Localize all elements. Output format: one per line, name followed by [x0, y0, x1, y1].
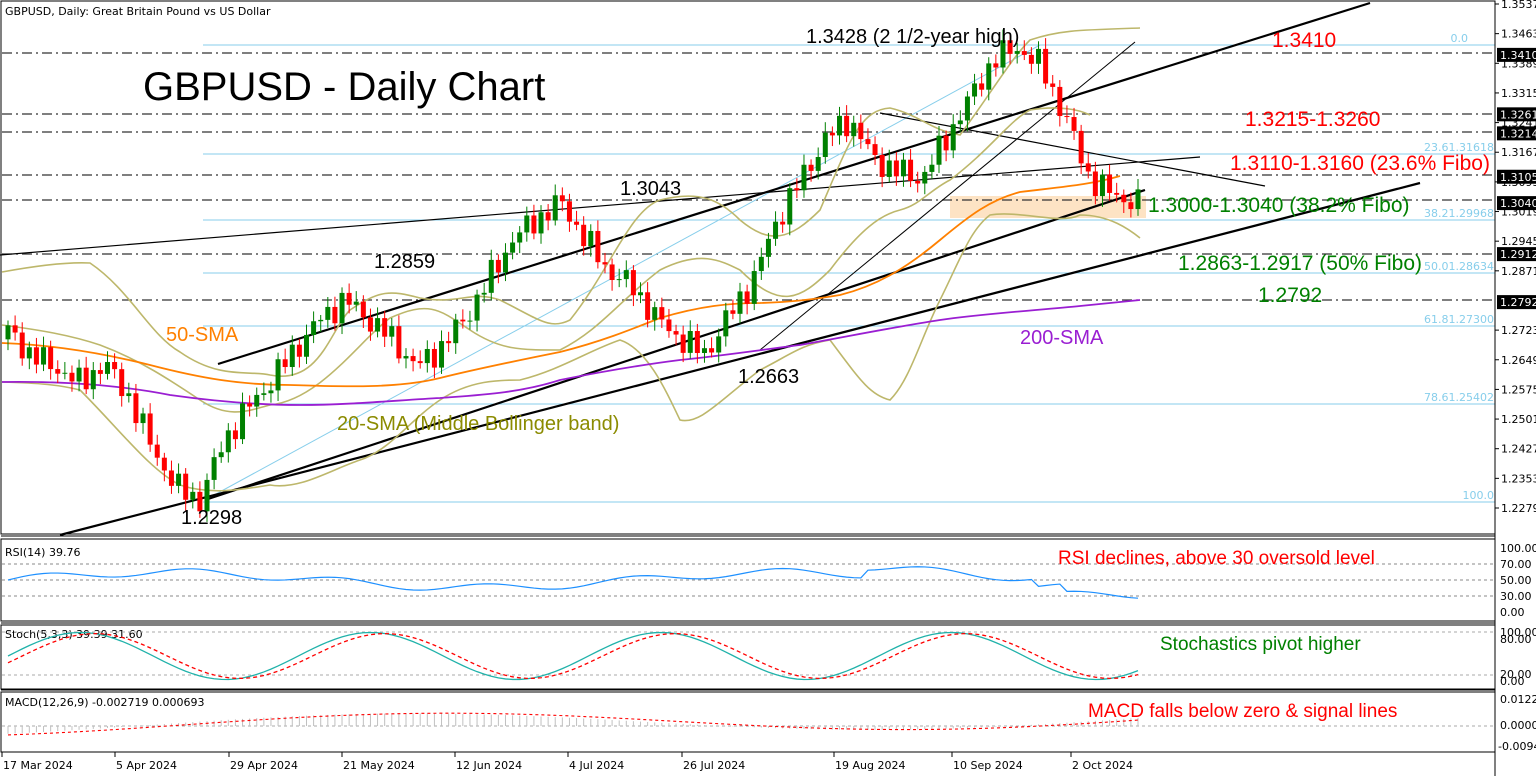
stoch-main-line — [7, 631, 1139, 681]
price-tick-label: 1.29450 — [1501, 235, 1536, 248]
annotation-high: 1.3428 (2 1/2-year high) — [806, 26, 1019, 48]
price-tick-label: 1.26490 — [1501, 354, 1536, 367]
annotation-r2: 1.3215-1.3260 — [1245, 108, 1380, 131]
price-tick-label: 1.25750 — [1501, 383, 1536, 396]
label-sma50: 50-SMA — [166, 324, 239, 346]
time-tick-label: 29 Apr 2024 — [230, 759, 298, 772]
annotation-peak1: 1.3043 — [620, 178, 681, 200]
candlesticks — [5, 29, 1141, 522]
stoch-title: Stoch(5,3,3) 39.39 31.60 — [5, 628, 143, 641]
time-tick-label: 17 Mar 2024 — [3, 759, 73, 772]
stoch-signal-line — [7, 632, 1139, 680]
svg-text:30.00: 30.00 — [1500, 590, 1532, 603]
price-highlight-label: 1.34100 — [1500, 49, 1536, 62]
label-sma200: 200-SMA — [1020, 327, 1104, 349]
svg-text:100.0: 100.0 — [1463, 489, 1495, 502]
price-highlight-label: 1.30400 — [1500, 197, 1536, 210]
price-tick-label: 1.27230 — [1501, 324, 1536, 337]
price-tick-label: 1.22790 — [1501, 502, 1536, 515]
label-sma20: 20-SMA (Middle Bollinger band) — [337, 413, 619, 435]
price-tick-label: 1.34630 — [1501, 28, 1536, 41]
stoch-axis: 100.00 80.00 20.00 0.00 — [1500, 626, 1536, 688]
time-tick-label: 5 Apr 2024 — [116, 759, 177, 772]
price-tick-label: 1.31670 — [1501, 146, 1536, 159]
annotation-s3: 1.2792 — [1258, 284, 1322, 307]
symbol-title: GBPUSD, Daily: Great Britain Pound vs US… — [5, 5, 271, 18]
time-tick-label: 4 Jul 2024 — [569, 759, 624, 772]
svg-text:23.61.31618: 23.61.31618 — [1424, 141, 1494, 154]
chart-title: GBPUSD - Daily Chart — [143, 65, 545, 109]
price-tick-label: 1.33150 — [1501, 87, 1536, 100]
price-highlight-label: 1.27929 — [1500, 296, 1536, 309]
price-tick-label: 1.23530 — [1501, 472, 1536, 485]
time-axis: 17 Mar 2024 5 Apr 2024 29 Apr 2024 21 May 2… — [1, 752, 1133, 772]
svg-text:50.00: 50.00 — [1500, 574, 1532, 587]
price-tick-label: 1.24270 — [1501, 443, 1536, 456]
annotation-r1: 1.3410 — [1272, 29, 1336, 52]
svg-text:0.012231: 0.012231 — [1500, 693, 1536, 706]
svg-text:0.00: 0.00 — [1500, 675, 1525, 688]
annotation-low1: 1.2663 — [738, 366, 799, 388]
svg-text:20.00: 20.00 — [1500, 668, 1532, 681]
rsi-comment: RSI declines, above 30 oversold level — [1058, 548, 1375, 569]
svg-text:38.21.29968: 38.21.29968 — [1424, 207, 1494, 220]
svg-text:0.00: 0.00 — [1500, 606, 1525, 619]
macd-histogram — [7, 713, 1139, 734]
price-highlight-label: 1.32616 — [1500, 108, 1536, 121]
price-tick-label: 1.28710 — [1501, 265, 1536, 278]
price-highlight-label: 1.31058 — [1500, 171, 1536, 184]
macd-comment: MACD falls below zero & signal lines — [1088, 701, 1397, 722]
annotation-s2: 1.2863-1.2917 (50% Fibo) — [1178, 252, 1422, 275]
svg-text:100.00: 100.00 — [1500, 542, 1536, 555]
annotation-s1: 1.3000-1.3040 (38.2% Fibo) — [1148, 194, 1410, 217]
svg-text:0.000000: 0.000000 — [1500, 719, 1536, 732]
svg-text:61.81.27300: 61.81.27300 — [1424, 313, 1494, 326]
rsi-levels — [2, 563, 1495, 597]
annotation-peak2: 1.2859 — [374, 251, 435, 273]
rsi-axis: 100.00 70.00 50.00 30.00 0.00 — [1500, 542, 1536, 619]
sma50-line — [1, 175, 1121, 388]
macd-axis: 0.012231 0.000000 -0.009454 — [1498, 693, 1536, 753]
price-highlight-label: 1.29127 — [1500, 248, 1536, 261]
svg-text:0.0: 0.0 — [1451, 32, 1469, 45]
time-tick-label: 12 Jun 2024 — [456, 759, 522, 772]
time-tick-label: 26 Jul 2024 — [683, 759, 745, 772]
support-zone — [950, 196, 1146, 218]
macd-signal-line — [7, 712, 1139, 736]
bollinger-bands — [1, 27, 1141, 492]
time-tick-label: 10 Sep 2024 — [953, 759, 1023, 772]
time-tick-label: 2 Oct 2024 — [1072, 759, 1133, 772]
rsi-line — [7, 566, 1139, 599]
time-tick-label: 19 Aug 2024 — [835, 759, 905, 772]
trend-lines — [0, 1, 1421, 537]
svg-text:70.00: 70.00 — [1500, 558, 1532, 571]
stoch-levels — [2, 631, 1495, 676]
fibo-diagonal — [204, 44, 1041, 501]
fibonacci-labels: 0.0 23.61.31618 38.21.29968 50.01.28634 … — [1424, 32, 1494, 502]
svg-text:-0.009454: -0.009454 — [1498, 740, 1536, 753]
svg-text:50.01.28634: 50.01.28634 — [1424, 260, 1494, 273]
sma200-line — [1, 299, 1141, 406]
stoch-comment: Stochastics pivot higher — [1160, 634, 1361, 655]
price-tick-label: 1.35370 — [1501, 0, 1536, 11]
time-tick-label: 21 May 2024 — [343, 759, 415, 772]
macd-title: MACD(12,26,9) -0.002719 0.000693 — [5, 696, 204, 709]
svg-text:100.00: 100.00 — [1500, 626, 1536, 639]
annotation-low2: 1.2298 — [181, 507, 242, 529]
rsi-title: RSI(14) 39.76 — [5, 546, 80, 559]
annotation-r3: 1.3110-1.3160 (23.6% Fibo) — [1230, 152, 1490, 175]
price-tick-label: 1.25010 — [1501, 413, 1536, 426]
horizontal-levels — [2, 52, 1495, 301]
svg-text:78.61.25402: 78.61.25402 — [1424, 391, 1494, 404]
svg-text:80.00: 80.00 — [1500, 633, 1532, 646]
